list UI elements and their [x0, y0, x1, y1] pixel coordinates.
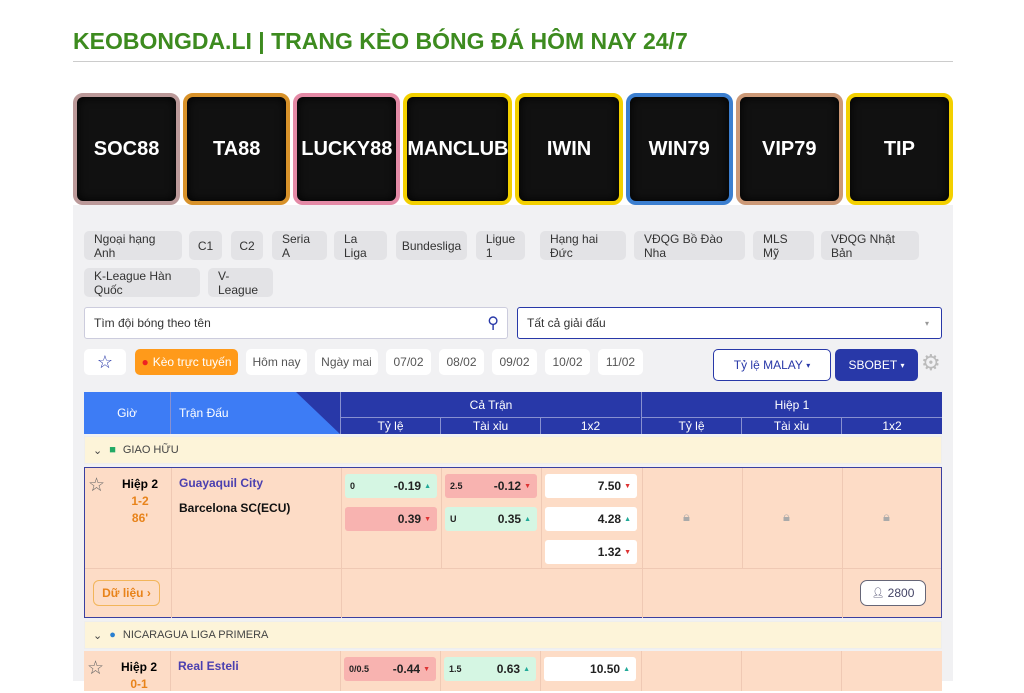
col-sub-header: 1x2: [540, 417, 640, 434]
favorite-star-icon[interactable]: ☆: [88, 475, 106, 496]
home-team[interactable]: Guayaquil City: [179, 476, 264, 490]
favorite-star-icon[interactable]: ☆: [87, 658, 105, 679]
banner-tip[interactable]: TIP: [845, 93, 953, 205]
banner-lucky88[interactable]: LUCKY88: [293, 93, 401, 205]
match-row: ☆ Hiệp 2 1-2 86' Guayaquil City Barcelon…: [84, 467, 942, 618]
league-chip[interactable]: Ligue 1: [476, 231, 525, 260]
search-input[interactable]: Tìm đội bóng theo tên ⚲: [84, 307, 508, 339]
banner-iwin[interactable]: IWIN: [515, 93, 623, 205]
match-period: Hiệp 2: [121, 477, 158, 491]
league-chip[interactable]: C2: [231, 231, 263, 260]
col-match: Trận Đấu: [170, 392, 230, 434]
date-filter-button[interactable]: 09/02: [492, 349, 537, 375]
gear-icon[interactable]: ⚙: [921, 350, 941, 375]
table-header: Giờ Trận Đấu Cả Trận Hiệp 1 Tỷ lệ Tài xỉu…: [84, 392, 942, 434]
odds-1[interactable]: 7.50 ▼: [545, 474, 637, 498]
league-chip[interactable]: VĐQG Nhật Bản: [821, 231, 919, 260]
live-label: Kèo trực tuyến: [152, 355, 232, 369]
under-odds[interactable]: U 0.35 ▲: [445, 507, 537, 531]
live-odds-button[interactable]: ● Kèo trực tuyến: [135, 349, 238, 375]
bookmaker-select[interactable]: SBOBET ▾: [835, 349, 918, 381]
date-filter-button[interactable]: 07/02: [386, 349, 431, 375]
match-score: 0-1: [130, 677, 148, 691]
viewers-button[interactable]: 👤︎ 2800: [860, 580, 926, 606]
viewer-count: 2800: [887, 586, 915, 600]
col-sub-header: Tỷ lệ: [641, 417, 741, 434]
chevron-down-icon: ⌄: [93, 444, 103, 457]
league-chip[interactable]: K-League Hàn Quốc: [84, 268, 200, 297]
odds-1[interactable]: 10.50 ▲: [544, 657, 636, 681]
league-chip[interactable]: La Liga: [334, 231, 387, 260]
league-group-row[interactable]: ⌄ ● NICARAGUA LIGA PRIMERA: [84, 621, 942, 649]
data-button[interactable]: Dữ liệu ›: [93, 580, 160, 606]
col-sub-header: 1x2: [841, 417, 942, 434]
league-select[interactable]: Tất cả giải đấu ▾: [517, 307, 942, 339]
league-flag-icon: ■: [109, 444, 116, 456]
over-odds[interactable]: 1.5 0.63 ▲: [444, 657, 536, 681]
favorite-star-button[interactable]: ☆: [84, 349, 126, 375]
banner-soc88[interactable]: SOC88: [73, 93, 181, 205]
date-filter-button[interactable]: Ngày mai: [315, 349, 378, 375]
league-chip[interactable]: VĐQG Bồ Đào Nha: [634, 231, 745, 260]
col-sub-header: Tài xỉu: [440, 417, 540, 434]
col-time: Giờ: [117, 406, 137, 420]
league-chip[interactable]: Ngoại hạng Anh: [84, 231, 182, 260]
league-group-row[interactable]: ⌄ ■ GIAO HỮU: [84, 436, 942, 464]
league-name: GIAO HỮU: [122, 444, 179, 456]
lock-icon: 🔒︎: [883, 509, 890, 524]
chevron-down-icon: ▾: [924, 318, 929, 328]
date-filter-button[interactable]: 10/02: [545, 349, 590, 375]
handicap-home-odds[interactable]: 0 -0.19 ▲: [345, 474, 437, 498]
chevron-down-icon: ⌄: [93, 629, 103, 642]
banner-manclub[interactable]: MANCLUB: [403, 93, 513, 205]
banner-win79[interactable]: WIN79: [625, 93, 733, 205]
league-flag-icon: ●: [109, 629, 116, 641]
col-sub-header: Tài xỉu: [741, 417, 841, 434]
odds-type-select[interactable]: Tỷ lệ MALAY ▾: [713, 349, 831, 381]
match-score: 1-2: [131, 494, 149, 508]
league-chip[interactable]: MLS Mỹ: [753, 231, 814, 260]
home-team[interactable]: Real Esteli: [178, 659, 239, 673]
handicap-away-odds[interactable]: 0.39 ▼: [345, 507, 437, 531]
league-select-value: Tất cả giải đấu: [527, 316, 606, 330]
league-chip[interactable]: Hạng hai Đức: [540, 231, 626, 260]
league-chip[interactable]: Bundesliga: [396, 231, 467, 260]
league-chip[interactable]: V-League: [208, 268, 273, 297]
odds-type-value: Tỷ lệ MALAY: [733, 358, 803, 372]
col-sub-header: Tỷ lệ: [340, 417, 440, 434]
handicap-home-odds[interactable]: 0/0.5 -0.44 ▼: [344, 657, 436, 681]
odds-2[interactable]: 1.32 ▼: [545, 540, 637, 564]
page-title: KEOBONGDA.LI | TRANG KÈO BÓNG ĐÁ HÔM NAY…: [73, 28, 688, 54]
match-period: Hiệp 2: [120, 660, 157, 674]
match-row: ☆ Hiệp 2 0-1 Real Esteli 0/0.5 -0.44 ▼ 1.5…: [84, 651, 942, 691]
odds-x[interactable]: 4.28 ▲: [545, 507, 637, 531]
col-first-half: Hiệp 1: [641, 392, 942, 417]
league-chip[interactable]: Seria A: [272, 231, 327, 260]
lock-icon: 🔒︎: [783, 509, 790, 524]
league-name: NICARAGUA LIGA PRIMERA: [122, 629, 269, 641]
lock-icon: 🔒︎: [683, 509, 690, 524]
banner-vip79[interactable]: VIP79: [735, 93, 843, 205]
date-filter-button[interactable]: Hôm nay: [246, 349, 307, 375]
divider: [73, 61, 953, 62]
live-icon: ●: [141, 355, 149, 369]
over-odds[interactable]: 2.5 -0.12 ▼: [445, 474, 537, 498]
banner-ta88[interactable]: TA88: [183, 93, 291, 205]
bookmaker-value: SBOBET: [848, 358, 898, 372]
banner-row: SOC88 TA88 LUCKY88 MANCLUB IWIN WIN79 VIP79 TIP: [73, 93, 953, 205]
date-filter-button[interactable]: 08/02: [439, 349, 484, 375]
users-icon: 👤︎: [871, 587, 885, 599]
date-filter-button[interactable]: 11/02: [598, 349, 643, 375]
match-minute: 86': [131, 511, 149, 525]
col-full-match: Cả Trận: [340, 392, 641, 417]
away-team[interactable]: Barcelona SC(ECU): [179, 501, 291, 515]
search-placeholder: Tìm đội bóng theo tên: [94, 316, 211, 330]
search-icon[interactable]: ⚲: [487, 315, 499, 332]
league-chip[interactable]: C1: [189, 231, 222, 260]
